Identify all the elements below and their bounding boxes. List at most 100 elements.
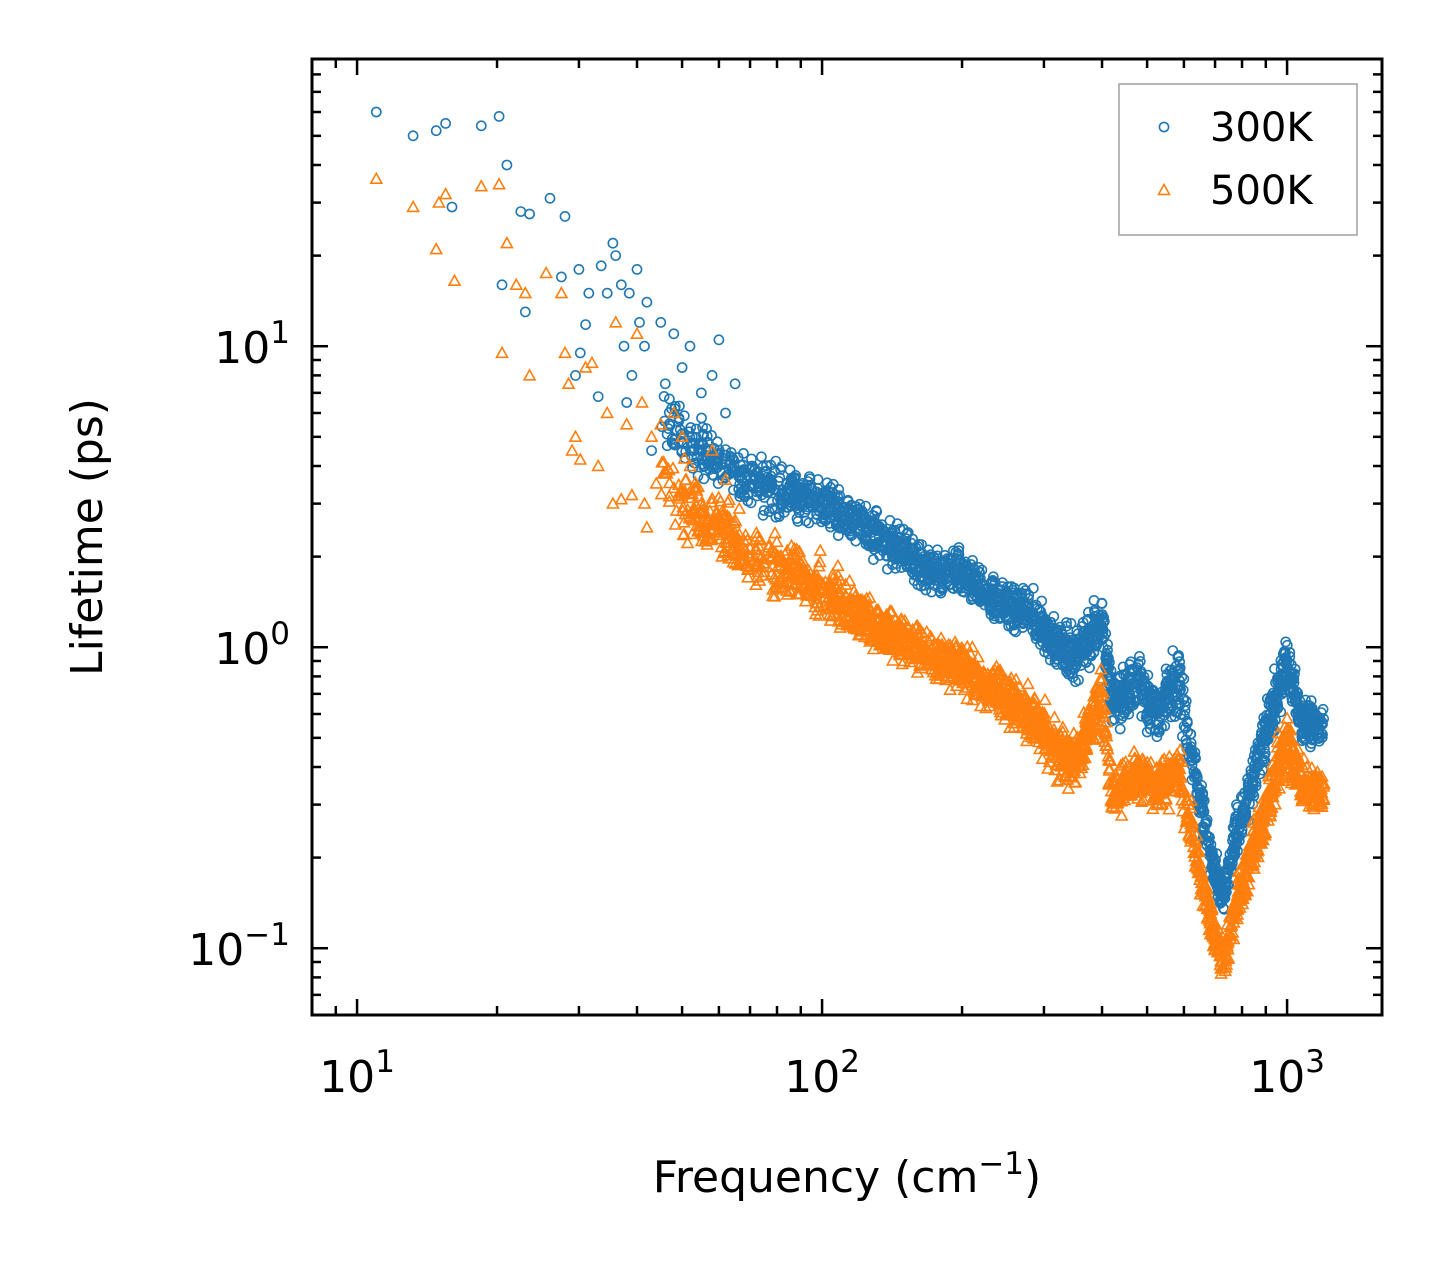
data-point [1028,723,1043,737]
data-point [780,587,795,600]
x-axis-title: Frequency (cm−1) [653,1146,1041,1203]
data-point [583,287,595,299]
data-point [689,479,704,493]
data-point [1102,763,1117,776]
data-point [1127,663,1139,675]
data-point [662,475,677,489]
data-point [1142,669,1154,681]
data-point [941,637,956,650]
legend-label: 500K [1210,168,1314,214]
data-point [1306,798,1321,811]
data-point [776,461,787,473]
data-point [696,412,707,424]
data-point [818,574,833,588]
data-point [1268,797,1283,810]
data-point [871,606,885,619]
data-point [679,472,694,485]
data-point [769,483,781,495]
data-point [732,501,747,514]
data-point [501,159,513,171]
data-point [930,637,944,651]
data-point [963,564,975,576]
data-point [1262,797,1276,811]
data-point [1271,763,1286,777]
data-point [1134,651,1145,662]
data-point [926,664,941,678]
data-point [769,534,784,548]
data-point [1089,680,1103,693]
data-point [742,487,754,499]
data-point [836,511,848,522]
data-point [1275,684,1287,696]
data-point [855,618,870,632]
data-point [792,491,804,503]
data-point [785,565,799,578]
data-point [626,369,638,381]
data-point [800,588,814,601]
data-point [859,615,873,629]
data-point [784,538,799,552]
data-point [644,429,659,443]
data-point [974,687,988,701]
data-point [932,671,947,685]
data-point [757,509,769,521]
data-point [972,585,984,597]
data-point [765,588,780,602]
legend-label: 300K [1210,105,1314,151]
data-point [902,546,914,558]
data-point [1003,720,1017,734]
data-point [1289,691,1301,703]
data-point [1267,700,1279,711]
data-point [1201,840,1213,851]
data-point [680,535,695,549]
data-point [591,458,606,472]
data-point [946,652,961,665]
data-point [838,588,853,601]
data-point [1210,875,1222,887]
data-point [860,533,872,545]
data-point [1203,910,1218,924]
data-point [1281,667,1293,678]
data-point [1258,754,1270,766]
data-point [840,618,855,631]
data-point [1136,793,1151,806]
data-point [733,553,747,567]
data-point [1064,765,1079,778]
data-point [1312,729,1324,741]
data-point [1289,668,1300,680]
data-point [1021,676,1035,690]
data-point [886,539,898,550]
data-point [825,481,836,493]
data-point [948,634,962,648]
data-point [1117,767,1132,781]
data-point [857,514,868,526]
data-point [698,473,710,485]
data-point [989,577,1001,589]
data-point [1030,630,1042,642]
data-point [1302,703,1314,714]
data-point [492,177,506,190]
data-point [1214,939,1229,952]
data-point [447,273,462,287]
data-point [1208,917,1223,930]
data-point [728,484,739,496]
data-point [965,692,980,706]
y-tick-label: 100 [214,616,290,675]
data-point [901,561,913,573]
data-point [925,549,937,560]
y-axis-title: Lifetime (ps) [62,398,113,676]
data-point [1154,786,1169,799]
data-point [1072,648,1084,660]
data-point [672,491,687,504]
data-point [1280,728,1294,742]
data-point [1201,814,1213,826]
data-point [783,551,798,564]
data-point [1061,620,1072,632]
data-point [1123,781,1138,794]
data-point [737,465,748,476]
data-point [862,590,877,603]
data-point [792,516,804,527]
data-point [721,458,733,470]
data-point [986,664,1000,677]
data-point [1019,719,1034,732]
